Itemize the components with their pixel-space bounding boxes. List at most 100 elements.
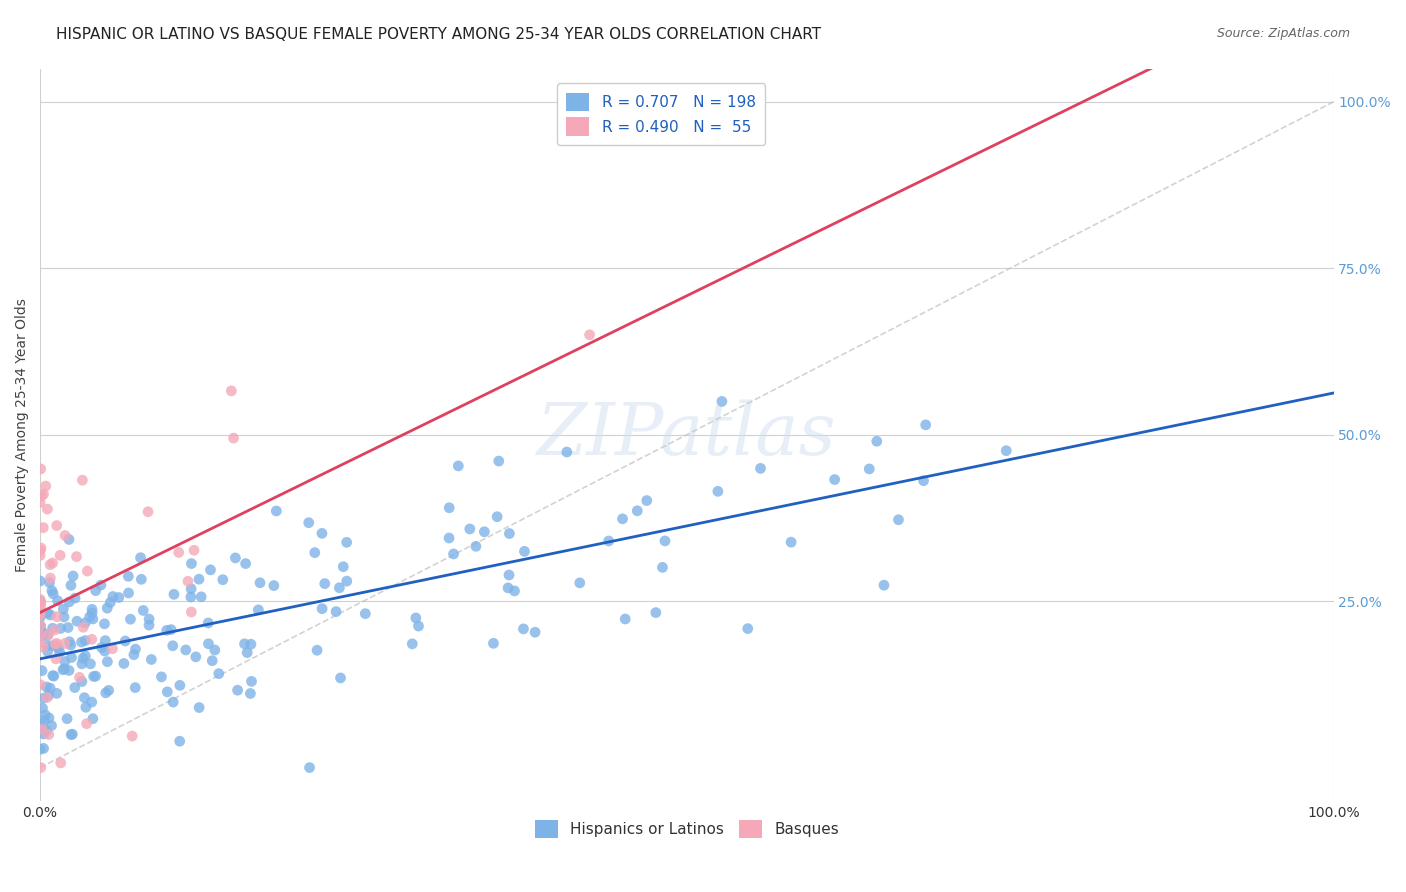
Point bbox=[197, 637, 219, 651]
Point bbox=[31, 624, 53, 639]
Point bbox=[180, 605, 202, 619]
Point bbox=[578, 327, 600, 342]
Point bbox=[107, 591, 129, 605]
Point bbox=[58, 634, 80, 648]
Point bbox=[636, 493, 658, 508]
Point bbox=[437, 500, 460, 515]
Point bbox=[737, 622, 759, 636]
Point bbox=[49, 756, 72, 770]
Point bbox=[59, 578, 82, 592]
Point bbox=[39, 608, 62, 623]
Text: Source: ZipAtlas.com: Source: ZipAtlas.com bbox=[1216, 27, 1350, 40]
Point bbox=[101, 590, 124, 604]
Point bbox=[117, 586, 139, 600]
Point bbox=[249, 575, 271, 590]
Point bbox=[914, 417, 936, 432]
Point bbox=[644, 606, 666, 620]
Point bbox=[69, 670, 91, 684]
Point bbox=[63, 591, 86, 606]
Point bbox=[197, 615, 219, 630]
Point bbox=[48, 645, 70, 659]
Point bbox=[66, 614, 89, 628]
Point bbox=[131, 572, 153, 586]
Point bbox=[651, 560, 673, 574]
Point bbox=[30, 543, 52, 558]
Point bbox=[226, 683, 249, 698]
Point bbox=[190, 590, 212, 604]
Point bbox=[65, 549, 87, 564]
Point bbox=[114, 634, 136, 648]
Point bbox=[169, 734, 191, 748]
Point bbox=[41, 621, 63, 635]
Point bbox=[32, 629, 55, 643]
Point bbox=[138, 618, 160, 632]
Point bbox=[82, 712, 104, 726]
Point bbox=[30, 607, 52, 622]
Point bbox=[38, 711, 60, 725]
Point bbox=[34, 714, 56, 728]
Point bbox=[44, 637, 66, 651]
Point bbox=[222, 431, 245, 445]
Point bbox=[80, 632, 103, 647]
Point bbox=[70, 657, 93, 671]
Point bbox=[32, 727, 55, 741]
Point bbox=[221, 384, 243, 398]
Point bbox=[53, 636, 76, 650]
Point bbox=[42, 668, 65, 682]
Point bbox=[75, 700, 97, 714]
Point bbox=[30, 599, 52, 613]
Point bbox=[912, 474, 935, 488]
Point bbox=[498, 568, 520, 582]
Point bbox=[70, 635, 93, 649]
Point bbox=[263, 579, 285, 593]
Point bbox=[707, 484, 730, 499]
Point bbox=[30, 462, 52, 476]
Point bbox=[46, 593, 69, 607]
Point bbox=[49, 549, 72, 563]
Point bbox=[121, 729, 143, 743]
Point bbox=[30, 574, 52, 588]
Point bbox=[458, 522, 481, 536]
Point bbox=[82, 612, 104, 626]
Point bbox=[162, 639, 184, 653]
Point bbox=[30, 489, 52, 503]
Point bbox=[503, 583, 526, 598]
Point bbox=[174, 643, 197, 657]
Point bbox=[75, 615, 97, 630]
Point bbox=[72, 620, 94, 634]
Point bbox=[710, 394, 733, 409]
Point bbox=[32, 640, 55, 654]
Point bbox=[46, 641, 69, 656]
Point bbox=[211, 573, 233, 587]
Point bbox=[90, 578, 112, 592]
Point bbox=[60, 650, 83, 665]
Point bbox=[72, 473, 94, 487]
Point bbox=[60, 728, 83, 742]
Legend: Hispanics or Latinos, Basques: Hispanics or Latinos, Basques bbox=[529, 814, 845, 845]
Point bbox=[184, 649, 207, 664]
Point bbox=[443, 547, 465, 561]
Point bbox=[124, 642, 146, 657]
Point bbox=[336, 535, 359, 549]
Point bbox=[598, 533, 620, 548]
Point bbox=[37, 502, 59, 516]
Point bbox=[30, 549, 52, 563]
Point bbox=[780, 535, 803, 549]
Point bbox=[94, 686, 117, 700]
Point bbox=[76, 716, 98, 731]
Point bbox=[156, 685, 179, 699]
Point bbox=[314, 576, 336, 591]
Point bbox=[37, 606, 59, 620]
Point bbox=[995, 443, 1018, 458]
Point bbox=[824, 473, 846, 487]
Point bbox=[866, 434, 889, 449]
Point bbox=[266, 504, 288, 518]
Point bbox=[612, 512, 634, 526]
Point bbox=[332, 559, 354, 574]
Point bbox=[37, 690, 59, 705]
Point bbox=[555, 445, 578, 459]
Point bbox=[53, 528, 76, 542]
Point bbox=[35, 723, 58, 738]
Point bbox=[30, 605, 52, 619]
Point bbox=[32, 487, 55, 501]
